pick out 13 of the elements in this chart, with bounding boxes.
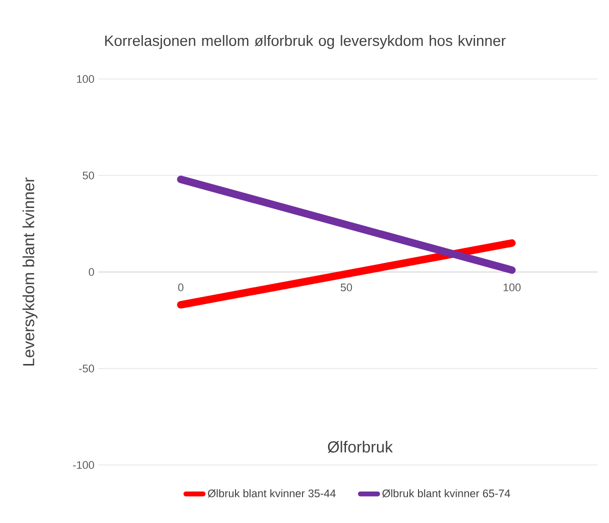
legend-label: Ølbruk blant kvinner 65-74 [382, 489, 510, 498]
x-tick-label: 50 [340, 284, 352, 292]
x-axis-title: Ølforbruk [328, 440, 393, 453]
x-tick-label: 100 [504, 284, 521, 292]
chart-title: Korrelasjonen mellom ølforbruk og leversykdom hos kvinner [105, 35, 506, 49]
x-tick-label: 0 [178, 284, 184, 292]
y-tick-label: 50 [82, 172, 94, 180]
y-tick-label: -100 [73, 461, 94, 469]
legend-label: Ølbruk blant kvinner 35-44 [208, 489, 336, 498]
y-axis-title: Leversykdom blant kvinner [22, 177, 38, 366]
y-tick-label: 0 [88, 268, 94, 276]
y-tick-label: 100 [77, 75, 94, 83]
y-tick-label: -50 [79, 364, 94, 372]
